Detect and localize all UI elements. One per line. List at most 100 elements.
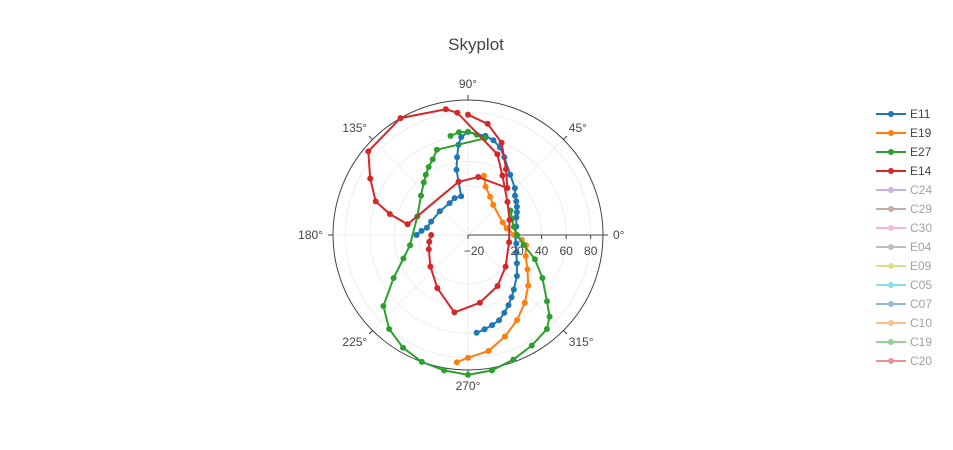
data-point (425, 246, 432, 253)
data-point (426, 238, 433, 245)
data-point (525, 282, 532, 289)
data-point (531, 256, 538, 263)
data-point (513, 240, 520, 247)
data-point (507, 171, 514, 178)
data-point (453, 166, 460, 173)
legend-item-e14[interactable]: E14 (876, 164, 932, 178)
data-point (504, 198, 511, 205)
data-point (498, 139, 505, 146)
series-e14 (365, 106, 513, 316)
data-point (418, 227, 425, 234)
data-point (520, 241, 527, 248)
data-point (386, 326, 393, 332)
series-line-e27 (382, 130, 551, 376)
legend-label: E09 (910, 259, 932, 273)
data-point (510, 356, 517, 363)
legend-item-c10[interactable]: C10 (876, 316, 932, 330)
legend-label: E19 (910, 126, 932, 140)
legend-label: C05 (910, 278, 932, 292)
data-point (504, 185, 511, 191)
data-point (513, 214, 520, 221)
radial-tick-label: 60 (560, 244, 574, 258)
data-point (490, 137, 497, 144)
data-point (494, 283, 501, 289)
data-point (484, 120, 491, 127)
data-point (418, 192, 424, 199)
legend-item-c19[interactable]: C19 (876, 335, 932, 349)
data-point (513, 249, 520, 256)
legend-label: C07 (910, 297, 932, 311)
legend-swatch-marker (888, 225, 894, 231)
data-point (475, 174, 482, 180)
data-point (434, 285, 441, 292)
data-point (476, 299, 483, 306)
data-point (465, 128, 471, 135)
data-point (422, 171, 429, 178)
legend-item-e11[interactable]: E11 (876, 107, 931, 121)
data-point (433, 146, 440, 153)
data-point (465, 354, 471, 361)
data-point (514, 232, 521, 238)
legend-swatch-marker (888, 320, 894, 326)
data-point (511, 185, 518, 192)
data-point (455, 178, 462, 185)
data-point (427, 263, 434, 270)
data-point (458, 134, 465, 141)
legend-swatch-marker (888, 111, 894, 117)
data-point (390, 275, 397, 281)
legend-item-e04[interactable]: E04 (876, 240, 932, 254)
data-point (510, 286, 517, 293)
data-point (397, 115, 404, 122)
data-point (453, 359, 460, 366)
data-point (436, 208, 443, 215)
angular-tick-label: 315° (569, 335, 594, 349)
data-point (454, 109, 461, 116)
data-point (488, 367, 495, 374)
data-point (490, 201, 497, 208)
data-point (454, 154, 461, 161)
polar-labels: 0° 45° 90° 135° 180° 225° 270° 315° −20 20 40 60 80 (298, 77, 625, 393)
data-point (425, 164, 432, 170)
data-point (428, 218, 435, 225)
angular-tick (563, 135, 568, 140)
angular-tick (368, 330, 373, 335)
data-point (505, 302, 512, 309)
legend-item-e27[interactable]: E27 (876, 145, 932, 159)
legend-label: C19 (910, 335, 932, 349)
polar-grid (328, 95, 608, 375)
data-point (524, 266, 531, 273)
legend-item-e19[interactable]: E19 (876, 126, 932, 140)
data-point (506, 216, 513, 223)
legend-item-c30[interactable]: C30 (876, 221, 932, 235)
legend-item-e09[interactable]: E09 (876, 259, 932, 273)
data-point (503, 225, 510, 232)
angular-tick-label: 225° (342, 335, 367, 349)
legend-swatch-marker (888, 358, 894, 364)
legend-label: C29 (910, 202, 932, 216)
legend-label: C10 (910, 316, 932, 330)
data-point (380, 303, 387, 309)
legend-item-c29[interactable]: C29 (876, 202, 932, 216)
data-point (481, 326, 488, 333)
radial-tick-label: 80 (584, 244, 598, 258)
data-point (502, 263, 509, 270)
data-point (473, 329, 480, 336)
legend-item-c24[interactable]: C24 (876, 183, 932, 197)
radial-tick-label: 20 (510, 244, 524, 258)
legend-item-c05[interactable]: C05 (876, 278, 932, 292)
data-point (429, 156, 436, 163)
angular-tick-label: 0° (613, 228, 625, 242)
angular-tick (563, 330, 568, 335)
data-point (513, 260, 520, 267)
data-point (465, 111, 471, 118)
data-point (404, 221, 411, 228)
legend-item-c20[interactable]: C20 (876, 354, 932, 368)
legend-label: E11 (910, 107, 931, 121)
data-point (451, 195, 458, 202)
legend-label: C24 (910, 183, 932, 197)
chart-title: Skyplot (448, 35, 504, 54)
angular-tick-label: 45° (569, 121, 587, 135)
data-point (413, 232, 420, 238)
series-e27 (380, 128, 553, 378)
legend-item-c07[interactable]: C07 (876, 297, 932, 311)
